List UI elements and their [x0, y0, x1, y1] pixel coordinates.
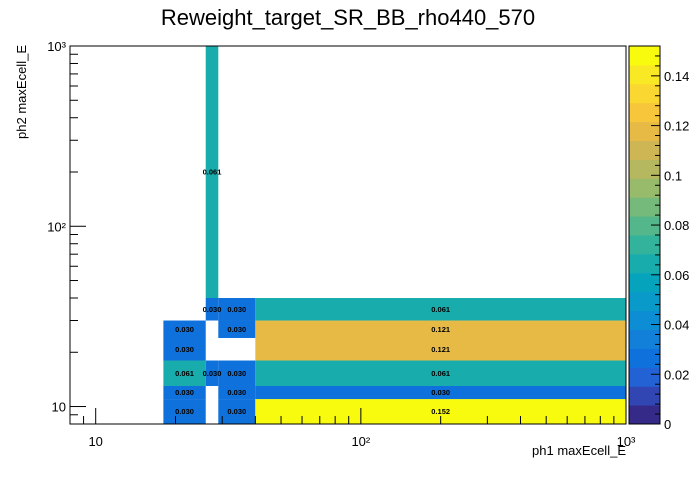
- cell-value-label: 0.030: [227, 388, 246, 397]
- color-scale-segment: [629, 83, 660, 104]
- color-scale-tick-label: 0.1: [664, 168, 682, 183]
- cell-value-label: 0.030: [227, 325, 246, 334]
- x-axis-label: ph1 maxEcell_E: [532, 443, 626, 458]
- cell-value-label: 0.061: [203, 168, 222, 177]
- heatmap-cell: [218, 360, 256, 386]
- heatmap-cell: [163, 360, 206, 386]
- cell-value-label: 0.030: [227, 369, 246, 378]
- cell-value-label: 0.121: [431, 325, 450, 334]
- heatmap-cell: [218, 298, 256, 321]
- cell-value-label: 0.152: [431, 407, 450, 416]
- color-scale-tick-label: 0: [664, 417, 671, 432]
- color-scale-tick-label: 0.06: [664, 268, 689, 283]
- cell-value-label: 0.030: [203, 369, 222, 378]
- x-tick-label: 10²: [351, 434, 370, 449]
- color-scale-segment: [629, 235, 660, 255]
- color-scale-bar: 0 0.02 0.04 0.06 0.08 0.1 0.12 0.14: [628, 45, 689, 432]
- y-axis-label: ph2 maxEcell_E: [14, 45, 29, 139]
- cell-value-label: 0.030: [175, 325, 194, 334]
- heatmap-cells: [163, 46, 627, 424]
- color-scale-segment: [629, 197, 660, 217]
- heatmap-cell: [255, 337, 627, 361]
- color-scale-segment: [629, 253, 660, 274]
- heatmap-cell: [218, 399, 256, 424]
- color-scale-tick-label: 0.02: [664, 367, 689, 382]
- heatmap-cell: [255, 298, 627, 321]
- color-scale-segment: [629, 178, 660, 198]
- color-scale-segment: [629, 102, 660, 123]
- color-scale-tick-label: 0.08: [664, 218, 689, 233]
- cell-value-label: 0.030: [203, 305, 222, 314]
- heatmap-cell: [255, 385, 627, 400]
- color-scale-segment: [629, 310, 660, 330]
- color-scale-segment: [629, 367, 660, 387]
- color-scale-segment: [629, 329, 660, 349]
- heatmap-cell: [163, 385, 206, 400]
- heatmap-cell: [205, 46, 219, 298]
- cell-value-label: 0.061: [175, 369, 194, 378]
- color-scale-tick-label: 0.14: [664, 69, 689, 84]
- cell-value-labels: 0.030 0.030 0.152 0.030 0.030 0.030 0.061 0.030…: [175, 168, 450, 417]
- cell-value-label: 0.030: [175, 345, 194, 354]
- heatmap-cell: [255, 360, 627, 386]
- color-scale-segment: [629, 386, 660, 406]
- heatmap-cell: [163, 399, 206, 424]
- color-scale-segment: [629, 46, 660, 66]
- cell-value-label: 0.030: [431, 388, 450, 397]
- color-scale-segment: [629, 216, 660, 236]
- axes: 10 10² 10³ 10 10² 10³: [47, 39, 636, 449]
- heatmap-cell: [255, 320, 627, 338]
- color-scale-segment: [629, 121, 660, 141]
- heatmap-cell: [218, 320, 256, 338]
- heatmap-cell: [218, 385, 256, 400]
- heatmap-cell: [163, 320, 206, 338]
- color-scale-tick-label: 0.04: [664, 318, 689, 333]
- cell-value-label: 0.030: [175, 407, 194, 416]
- x-tick-label: 10³: [617, 434, 636, 449]
- x-tick-label: 10: [88, 434, 102, 449]
- y-tick-label: 10²: [47, 219, 66, 234]
- cell-value-label: 0.061: [431, 369, 450, 378]
- color-scale-tick-label: 0.12: [664, 119, 689, 134]
- heatmap-cell: [205, 360, 219, 386]
- cell-value-label: 0.030: [227, 305, 246, 314]
- color-scale-segment: [629, 140, 660, 160]
- color-scale-segment: [629, 405, 660, 425]
- color-scale-segment: [629, 291, 660, 312]
- color-scale-segment: [629, 348, 660, 368]
- cell-value-label: 0.030: [227, 407, 246, 416]
- color-scale-segment: [629, 159, 660, 179]
- cell-value-label: 0.121: [431, 345, 450, 354]
- color-scale-segment: [629, 64, 660, 85]
- y-tick-label: 10: [52, 400, 66, 415]
- cell-value-label: 0.061: [431, 305, 450, 314]
- chart-title: Reweight_target_SR_BB_rho440_570: [161, 5, 535, 30]
- y-tick-label: 10³: [47, 39, 66, 54]
- cell-value-label: 0.030: [175, 388, 194, 397]
- heatmap-cell: [163, 337, 206, 361]
- color-scale-segment: [629, 272, 660, 293]
- heatmap-cell: [205, 298, 219, 321]
